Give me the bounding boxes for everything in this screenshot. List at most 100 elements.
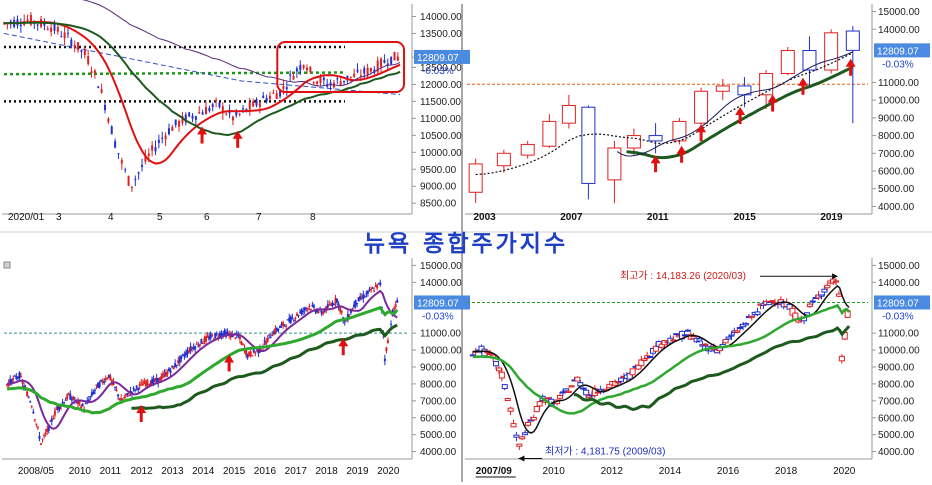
candle-body: [806, 303, 813, 308]
candle-body: [70, 398, 73, 401]
y-tick-label: 13500.00: [420, 29, 462, 40]
candle-body: [70, 39, 73, 46]
current-price-badge: [874, 295, 930, 310]
candle-body: [46, 428, 49, 432]
candle-body: [188, 350, 191, 353]
candle-body: [211, 104, 214, 108]
y-tick-label: 14000.00: [878, 25, 920, 36]
y-tick-label: 8500.00: [420, 199, 457, 210]
candle-body: [255, 99, 258, 106]
signal-arrow-head: [767, 94, 778, 103]
candle-body: [26, 19, 29, 21]
candle-body: [320, 311, 323, 315]
candle-body: [63, 402, 66, 404]
candle-body: [242, 343, 245, 345]
y-tick-label: 11500.00: [420, 97, 461, 108]
candle-body: [47, 424, 50, 431]
candle-body: [334, 297, 337, 304]
candle-body: [77, 42, 80, 51]
candle-body: [295, 68, 298, 72]
candle-body: [29, 401, 32, 403]
candle-body: [282, 86, 285, 89]
candle-body: [351, 308, 354, 310]
candle-body: [95, 384, 98, 386]
candle-body: [78, 401, 81, 403]
candle-body: [369, 68, 372, 72]
candle-body: [53, 410, 56, 416]
candle-body: [629, 368, 636, 376]
candle-body: [144, 382, 147, 387]
candle-body: [120, 398, 123, 401]
candle-body: [303, 307, 306, 311]
y-tick-label: 9000.00: [420, 362, 457, 373]
y-tick-label: 9000.00: [420, 182, 457, 193]
candle-body: [215, 333, 218, 335]
candle-body: [838, 355, 845, 362]
y-tick-label: 7000.00: [878, 396, 915, 407]
candle-body: [123, 396, 126, 399]
candle-body: [151, 379, 154, 385]
candle-body: [513, 434, 520, 438]
candle-body: [138, 383, 141, 387]
candle-body: [504, 398, 511, 402]
signal-arrow-head: [232, 130, 243, 139]
candle-body: [178, 357, 181, 363]
candle-body: [209, 334, 212, 339]
candle-body: [373, 290, 376, 292]
candle-body: [371, 287, 374, 289]
x-tick-label: 2010: [69, 466, 92, 477]
candle-body: [50, 418, 53, 422]
candle-body: [33, 419, 36, 421]
signal-arrow-head: [696, 124, 707, 133]
candle-body: [174, 363, 177, 367]
candle-body: [262, 95, 265, 99]
candle-body: [149, 383, 152, 386]
candle-body: [184, 352, 187, 356]
candle-body: [299, 311, 302, 313]
candle-body: [194, 346, 197, 350]
candle-body: [306, 67, 308, 71]
candle-body: [349, 310, 352, 313]
candle-body: [203, 337, 206, 343]
candle-body: [356, 303, 359, 305]
candle-body: [583, 389, 590, 396]
candle-body: [13, 375, 16, 377]
x-tick-label: 2008/05: [18, 466, 55, 477]
candle-body: [127, 176, 130, 186]
candle-body: [684, 329, 691, 332]
candle-body: [163, 373, 166, 375]
candle-body: [201, 343, 204, 345]
candle-body: [46, 28, 49, 30]
candle-body: [279, 90, 282, 97]
candle-body: [238, 113, 241, 115]
candle-body: [565, 390, 572, 393]
candle-body: [137, 388, 140, 391]
candle-body: [117, 153, 120, 155]
x-tick-label: 2015: [223, 466, 246, 477]
candle-body: [366, 290, 369, 294]
y-tick-label: 8000.00: [878, 131, 915, 142]
candle-body: [356, 69, 359, 72]
candle-body: [266, 337, 269, 343]
candle-body: [61, 402, 64, 404]
candle-body: [89, 396, 92, 398]
candle-body: [152, 378, 155, 383]
candle-body: [43, 434, 46, 436]
candle-body: [225, 113, 228, 115]
y-tick-label: 10500.00: [420, 131, 462, 142]
candle-body: [519, 436, 526, 440]
y-tick-label: 11000.00: [420, 114, 461, 125]
candle-body: [728, 334, 735, 337]
candle-body: [263, 340, 266, 343]
candle-body: [103, 381, 106, 383]
candle-body: [252, 349, 255, 353]
candle-body: [366, 67, 369, 76]
candle-body: [530, 416, 537, 421]
candle-body: [53, 23, 56, 31]
candle-body: [191, 347, 194, 349]
candle-body: [134, 179, 137, 181]
candle-body: [80, 50, 83, 52]
candle-body: [127, 395, 130, 397]
x-tick-label: 2018: [315, 466, 338, 477]
x-tick-label: 8: [310, 212, 316, 223]
